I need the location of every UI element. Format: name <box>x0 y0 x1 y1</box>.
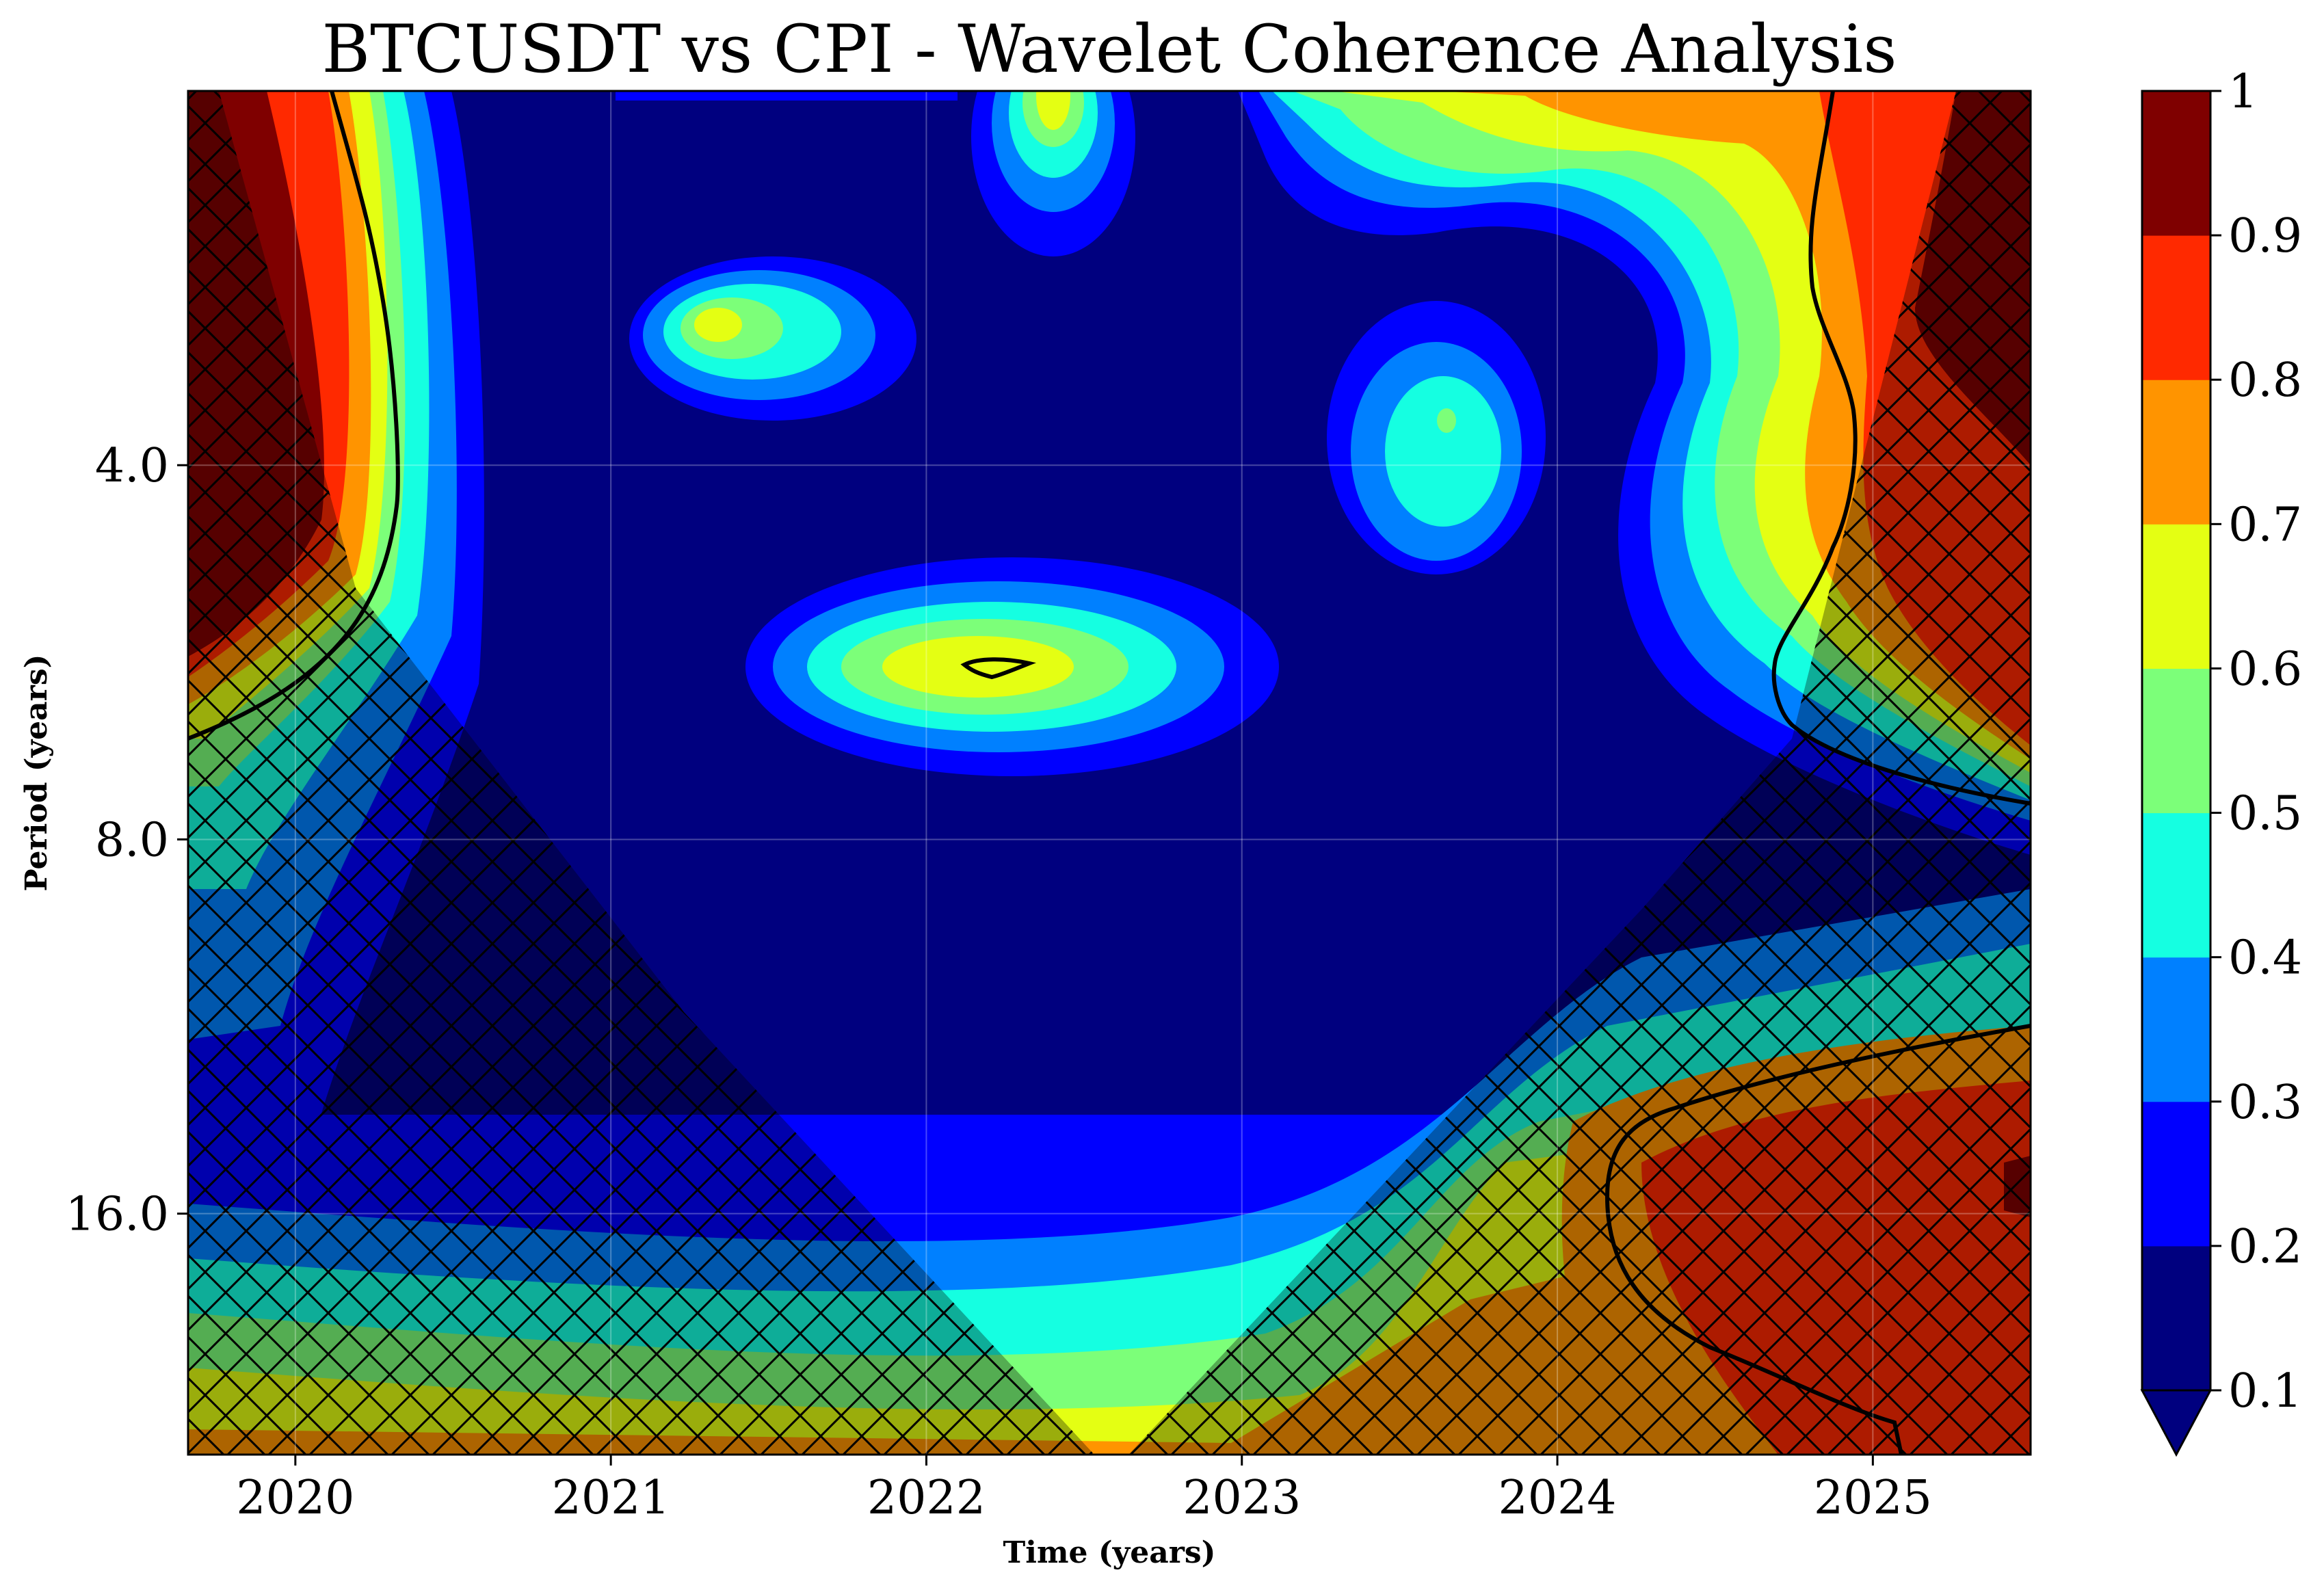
contour-center <box>960 657 1037 680</box>
chart-title: BTCUSDT vs CPI - Wavelet Coherence Analy… <box>322 11 1897 88</box>
coi-right-hatch <box>1128 91 2031 1455</box>
x-axis-label: Time (years) <box>1003 1535 1216 1570</box>
blob-upper-left-5 <box>694 308 742 342</box>
colorbar-segment <box>2142 524 2210 669</box>
plot-area <box>188 91 2031 1455</box>
blob-top-5 <box>1036 91 1070 130</box>
colorbar-tick-label: 0.9 <box>2228 209 2302 263</box>
colorbar-segment <box>2142 1101 2210 1247</box>
colorbar-tick-label: 0.2 <box>2228 1220 2302 1274</box>
colorbar-segment <box>2142 91 2210 236</box>
colorbar-tick-label: 1 <box>2228 65 2258 119</box>
colorbar-tick-label: 0.1 <box>2228 1364 2302 1418</box>
contour-top-right <box>1771 91 2031 806</box>
x-tick-label: 2020 <box>236 1471 354 1525</box>
contour-bottom-right <box>1605 1024 2031 1455</box>
colorbar-segment <box>2142 380 2210 525</box>
grid <box>188 91 2031 1455</box>
x-tick-label: 2022 <box>867 1471 986 1525</box>
cone-of-influence <box>188 91 2031 1455</box>
y-tick-label: 16.0 <box>66 1188 169 1242</box>
colorbar-tick-label: 0.7 <box>2228 498 2302 552</box>
x-axis: 2020 2021 2022 2023 2024 2025 <box>236 1455 1932 1525</box>
x-tick-label: 2024 <box>1498 1471 1617 1525</box>
blob-center-5 <box>882 636 1074 698</box>
colorbar-frame <box>2141 90 2212 1392</box>
significance-contours <box>188 91 2031 1455</box>
colorbar-tick-label: 0.5 <box>2228 787 2302 841</box>
colorbar-tick-label: 0.4 <box>2228 931 2302 985</box>
colorbar-segment <box>2142 957 2210 1102</box>
colorbar-segment <box>2142 668 2210 814</box>
x-tick-label: 2025 <box>1814 1471 1932 1525</box>
colorbar-extend-triangle <box>2140 1389 2213 1457</box>
contour-left <box>188 91 400 741</box>
colorbar-segment <box>2142 812 2210 958</box>
coi-left-hatch <box>188 91 1094 1455</box>
blob-upper-right-4 <box>1437 408 1456 433</box>
y-axis-label: Period (years) <box>19 654 54 892</box>
colorbar-segment <box>2142 235 2210 380</box>
y-axis: 4.0 8.0 16.0 <box>66 439 188 1242</box>
x-tick-label: 2021 <box>552 1471 670 1525</box>
y-tick-label: 4.0 <box>95 439 169 493</box>
colorbar: 0.1 0.2 0.3 0.4 0.5 0.6 0.7 0.8 0.9 1 <box>2140 65 2302 1457</box>
x-tick-label: 2023 <box>1183 1471 1301 1525</box>
colorbar-tick-label: 0.3 <box>2228 1076 2302 1130</box>
top-strip <box>616 91 958 101</box>
blob-upper-right-3 <box>1385 376 1501 527</box>
colorbar-tick-label: 0.6 <box>2228 642 2302 696</box>
plot-frame <box>187 90 2032 1456</box>
colorbar-tick-label: 0.8 <box>2228 354 2302 408</box>
colorbar-segment <box>2142 1245 2210 1391</box>
y-tick-label: 8.0 <box>95 813 169 867</box>
